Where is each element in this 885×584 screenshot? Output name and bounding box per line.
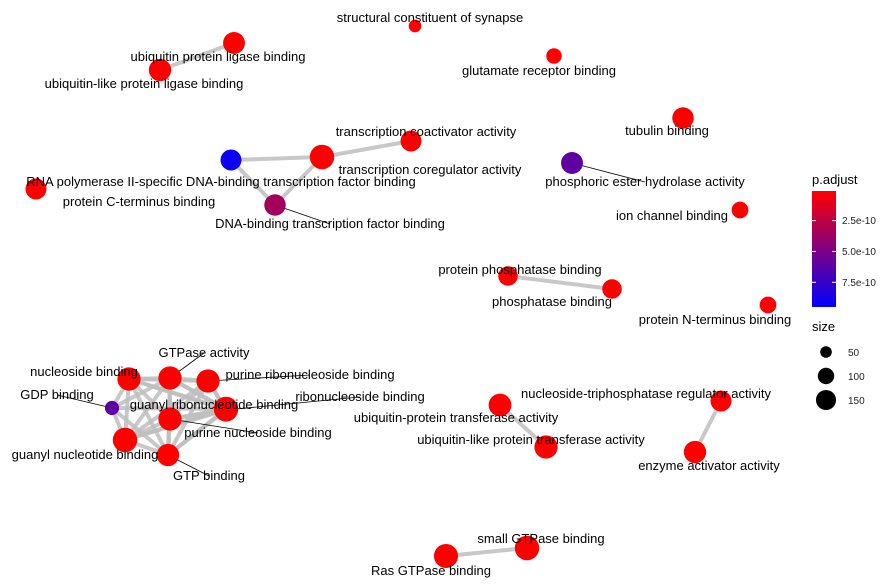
- node-label-grnb: guanyl ribonucleotide binding: [130, 397, 298, 412]
- color-legend-bar: [812, 191, 836, 307]
- node-gnb: [112, 427, 138, 453]
- node-label-rgtp: Ras GTPase binding: [371, 563, 491, 578]
- node-label-peha: phosphoric ester hydrolase activity: [545, 174, 745, 189]
- node-tca: [400, 130, 422, 152]
- leader-rnb: [225, 396, 361, 411]
- edge-tcra-rnap: [229, 155, 324, 162]
- node-label-ntpra: nucleoside-triphosphatase regulator acti…: [521, 386, 772, 401]
- label-leader-layer: [56, 162, 646, 477]
- edge-rnb-gtpb: [166, 408, 228, 457]
- node-icb: [731, 201, 749, 219]
- edge-ppb-phb: [506, 274, 614, 291]
- node-prnb: [196, 369, 220, 393]
- node-gtpb: [156, 443, 180, 467]
- node-label-scs: structural constituent of synapse: [337, 10, 523, 25]
- label-layer: ubiquitin protein ligase binding ubiquiti…: [12, 10, 792, 578]
- edge-sgtp-rgtp: [444, 546, 529, 558]
- color-legend-title: p.adjust: [812, 172, 858, 187]
- node-label-nsb: nucleoside binding: [30, 364, 138, 379]
- node-tcra: [309, 144, 335, 170]
- node-label-gtpb: GTP binding: [173, 468, 245, 483]
- size-legend-items: 50 100 150: [815, 346, 865, 411]
- color-tick-label: 2.5e-10: [842, 216, 876, 227]
- node-label-ulptf: ubiquitin-like protein transferase activ…: [417, 432, 645, 447]
- node-rnb: [214, 398, 238, 422]
- edge-gtpb-gdp: [110, 406, 170, 457]
- node-ubp: [223, 32, 245, 54]
- size-legend-label: 100: [848, 372, 865, 383]
- size-legend-dot: [815, 389, 837, 411]
- node-label-ubp: ubiquitin protein ligase binding: [131, 49, 306, 64]
- leader-prnb: [207, 374, 311, 382]
- node-scs: [408, 19, 422, 33]
- node-nsb: [117, 367, 141, 391]
- node-label-uptf: ubiquitin-protein transferase activity: [354, 410, 559, 425]
- edge-ubp-ublp: [158, 41, 236, 72]
- node-label-sgtp: small GTPase binding: [477, 531, 604, 546]
- node-ublp: [148, 58, 172, 82]
- size-legend-title: size: [812, 319, 835, 334]
- size-legend-dot: [820, 346, 832, 358]
- node-label-dtfb: DNA-binding transcription factor binding: [215, 216, 445, 231]
- node-gtpa: [158, 366, 182, 390]
- node-rnap: [220, 149, 242, 171]
- node-rgtp: [433, 543, 459, 569]
- node-uptf: [488, 393, 512, 417]
- node-tub: [672, 107, 694, 129]
- color-tick-label: 5.0e-10: [842, 247, 876, 258]
- node-label-grb: glutamate receptor binding: [462, 63, 616, 78]
- node-peha: [561, 152, 583, 174]
- node-label-tub: tubulin binding: [625, 123, 709, 138]
- node-eaa: [683, 440, 707, 464]
- node-label-ublp: ubiquitin-like protein ligase binding: [45, 76, 244, 91]
- edge-nsb-gtpb: [127, 377, 170, 457]
- node-ppb: [498, 266, 518, 286]
- leader-pnb: [169, 418, 259, 434]
- node-label-phb: phosphatase binding: [492, 294, 612, 309]
- node-label-icb: ion channel binding: [616, 208, 728, 223]
- node-label-tcra: transcription coregulator activity: [339, 162, 522, 177]
- node-label-pnb: purine nucleoside binding: [184, 425, 331, 440]
- node-label-gnb: guanyl nucleotide binding: [12, 447, 159, 462]
- node-layer: [25, 19, 777, 569]
- node-ntpra: [710, 390, 732, 412]
- leader-gdp: [56, 394, 113, 409]
- node-label-pct: protein C-terminus binding: [63, 194, 215, 209]
- size-legend-label: 150: [848, 396, 865, 407]
- color-tick-label: 7.5e-10: [842, 278, 876, 289]
- node-label-rnap: RNA polymerase II-specific DNA-binding t…: [26, 174, 415, 189]
- node-label-eaa: enzyme activator activity: [638, 458, 780, 473]
- edge-nsb-rnb: [127, 377, 228, 412]
- size-legend-dot: [817, 367, 835, 385]
- node-phb: [602, 279, 622, 299]
- node-ulptf: [534, 435, 558, 459]
- node-label-gtpa: GTPase activity: [158, 345, 250, 360]
- node-pnb: [158, 407, 182, 431]
- node-label-ppb: protein phosphatase binding: [438, 262, 601, 277]
- node-gdp: [104, 400, 120, 416]
- color-legend-ticks: 2.5e-10 5.0e-10 7.5e-10: [812, 216, 876, 289]
- size-legend-label: 50: [848, 348, 860, 359]
- node-label-prnb: purine ribonucleoside binding: [225, 367, 394, 382]
- node-pnt: [759, 296, 777, 314]
- node-dtfb: [264, 194, 286, 216]
- legend: p.adjust 2.5e-10 5.0e-10 7.5e-10 size 50 10…: [812, 172, 876, 411]
- node-label-pnt: protein N-terminus binding: [639, 312, 791, 327]
- edge-tca-tcra: [320, 139, 413, 159]
- node-label-gdp: GDP binding: [20, 387, 93, 402]
- node-pct: [25, 178, 47, 200]
- node-label-tca: transcription coactivator activity: [336, 124, 517, 139]
- node-grb: [546, 48, 562, 64]
- node-label-rnb: ribonucleoside binding: [295, 389, 424, 404]
- leader-peha: [571, 162, 646, 183]
- node-sgtp: [514, 535, 540, 561]
